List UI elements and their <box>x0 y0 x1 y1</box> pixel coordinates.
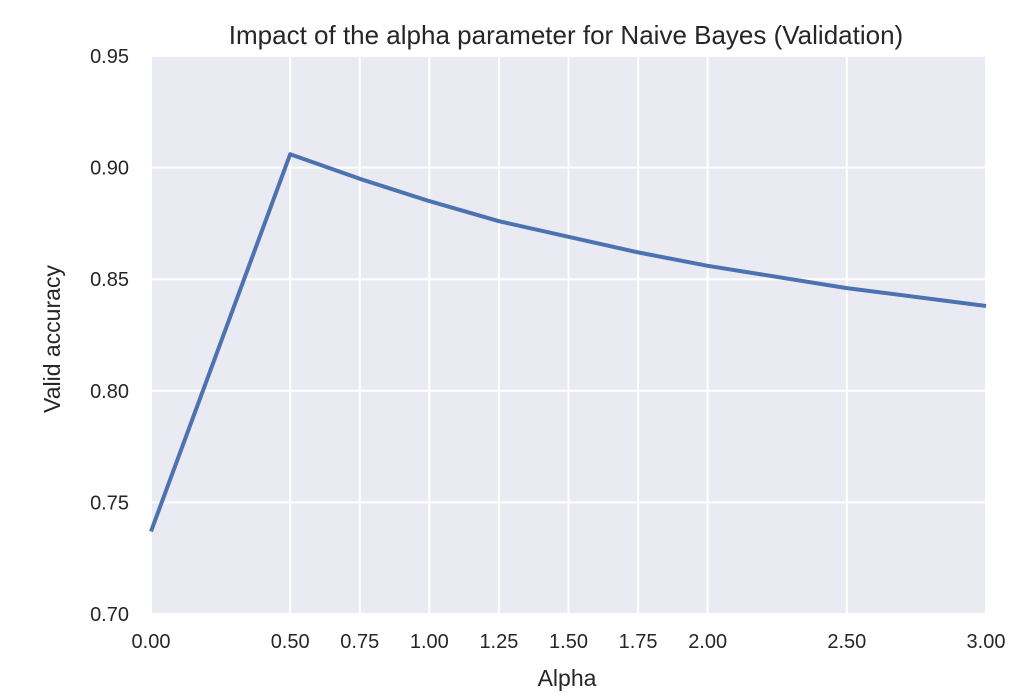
x-tick-label: 1.25 <box>479 631 518 653</box>
x-tick-label: 3.00 <box>967 631 1006 653</box>
series-layer <box>149 152 987 533</box>
y-tick-label: 0.90 <box>90 158 129 180</box>
x-tick-label: 1.00 <box>410 631 449 653</box>
y-tick-label: 0.70 <box>90 604 129 626</box>
chart-title: Impact of the alpha parameter for Naive … <box>229 20 903 50</box>
y-axis-label: Valid accuracy <box>39 265 65 413</box>
x-gridlines <box>150 56 987 614</box>
x-tick-label: 1.75 <box>619 631 658 653</box>
y-tick-labels: 0.70 0.75 0.80 0.85 0.90 0.95 <box>90 46 129 626</box>
y-tick-label: 0.75 <box>90 492 129 514</box>
series-line-valid-accuracy <box>149 152 987 533</box>
x-tick-label: 2.00 <box>688 631 727 653</box>
x-tick-label: 2.50 <box>827 631 866 653</box>
x-tick-label: 1.50 <box>549 631 588 653</box>
y-tick-label: 0.80 <box>90 381 129 403</box>
y-tick-label: 0.85 <box>90 269 129 291</box>
x-tick-label: 0.75 <box>340 631 379 653</box>
x-axis-label: Alpha <box>538 665 597 691</box>
x-tick-labels: 0.00 0.50 0.75 1.00 1.25 1.50 1.75 2.00 2.50 3.00 <box>132 631 1006 653</box>
x-tick-label: 0.00 <box>132 631 171 653</box>
y-tick-label: 0.95 <box>90 46 129 68</box>
x-tick-label: 0.50 <box>271 631 310 653</box>
y-gridlines <box>151 55 986 615</box>
